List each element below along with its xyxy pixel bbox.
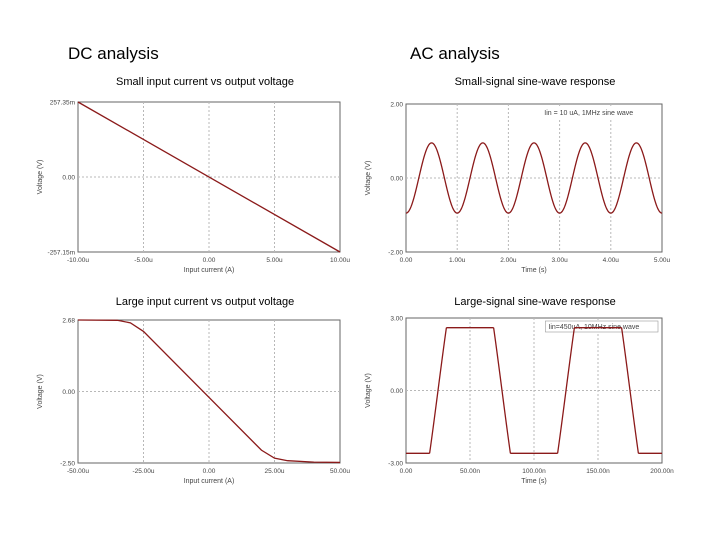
y-tick-label: 257.35m [50,100,75,107]
y-axis-label: Voltage (V) [37,160,44,195]
x-tick-label: 0.00 [400,257,413,264]
x-tick-label: -10.00u [67,257,89,264]
y-tick-label: 0.00 [390,388,403,395]
y-tick-label: 0.00 [62,389,75,396]
x-tick-label: 3.00u [551,257,568,264]
x-tick-label: 100.00n [522,468,546,475]
x-tick-label: -25.00u [132,468,154,475]
y-tick-label: 2.68 [62,318,75,325]
x-axis-label: Time (s) [521,478,546,485]
series-line [406,327,662,454]
y-axis-label: Voltage (V) [365,373,372,408]
dc-small-svg: -10.00u -5.00u 0.00 5.00u 10.00u 257.35m 0.00 -… [37,100,350,275]
ac-analysis-header: AC analysis [410,44,500,63]
y-axis-label: Voltage (V) [365,161,372,196]
x-tick-label: 50.00u [330,468,350,475]
annotation-box [541,107,658,118]
y-tick-label: -2.00 [388,250,403,257]
x-tick-label: 5.00u [266,257,283,264]
x-tick-label: 2.00u [500,257,517,264]
dc-large-chart: -50.00u -25.00u 0.00 25.00u 50.00u 2.68 0.00 -2… [30,312,350,494]
plot-frame [77,319,341,464]
x-tick-label: 0.00 [203,257,216,264]
x-tick-label: 5.00u [654,257,671,264]
dc-large-title: Large input current vs output voltage [115,296,295,308]
x-axis-label: Input current (A) [184,267,235,274]
x-tick-label: 10.00u [330,257,350,264]
dc-small-chart: -10.00u -5.00u 0.00 5.00u 10.00u 257.35m 0.00 -… [30,94,350,284]
ac-large-chart: 0.00 50.00n 100.00n 150.00n 200.00n 3.00 0.00-… [365,312,676,494]
ac-small-chart: 0.00 1.00u 2.00u 3.00u 4.00u 5.00u 2.00 0.00 -2.… [365,94,676,284]
y-tick-label: -2.50 [60,461,75,468]
dc-large-svg: -50.00u -25.00u 0.00 25.00u 50.00u 2.68 0.00 -2… [37,318,350,486]
ac-large-title: Large-signal sine-wave response [454,296,616,308]
x-tick-label: 25.00u [265,468,285,475]
x-axis-label: Time (s) [521,267,546,274]
y-tick-label: -3.00 [388,461,403,468]
dc-analysis-header: DC analysis [68,44,159,63]
x-tick-label: -50.00u [67,468,89,475]
x-tick-label: 0.00 [203,468,216,475]
ac-large-svg: 0.00 50.00n 100.00n 150.00n 200.00n3.000.00-… [365,316,674,486]
annotation-box [545,320,659,333]
y-tick-label: 2.00 [390,102,403,109]
ac-small-svg: 0.00 1.00u 2.00u 3.00u 4.00u 5.00u2.000.00-2.… [365,102,671,275]
x-tick-label: 200.00n [650,468,674,475]
y-tick-label: 0.00 [62,175,75,182]
x-tick-label: 0.00 [400,468,413,475]
x-tick-label: -5.00u [134,257,153,264]
ac-small-title: Small-signal sine-wave response [454,76,616,88]
series-line [405,142,663,214]
annotation-text: Iin = 10 uA, 1MHz sine wave [544,110,633,117]
y-tick-label: -257.15m [48,250,75,257]
x-axis-label: Input current (A) [184,478,235,485]
series-line [77,319,341,464]
dc-small-title: Small input current vs output voltage [116,76,294,88]
y-tick-label: 0.00 [390,176,403,183]
y-axis-label: Voltage (V) [37,374,44,409]
y-tick-label: 3.00 [390,316,403,323]
x-tick-label: 1.00u [449,257,466,264]
x-tick-label: 4.00u [603,257,620,264]
x-tick-label: 50.00n [460,468,480,475]
series-line [77,101,341,253]
x-tick-label: 150.00n [586,468,610,475]
